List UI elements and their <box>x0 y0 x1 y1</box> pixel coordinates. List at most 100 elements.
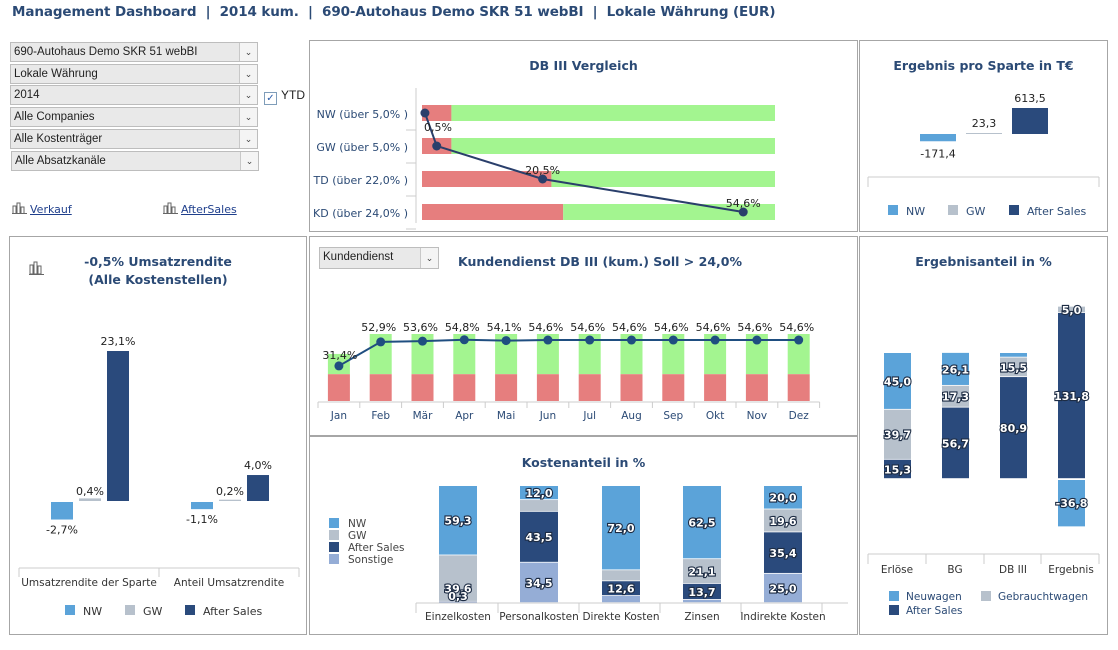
db3-vergleich-panel: DB III Vergleich NW (über 5,0% ) GW (über… <box>309 40 858 232</box>
data-point <box>627 335 636 345</box>
chevron-down-icon[interactable]: ⌄ <box>239 65 257 83</box>
data-label: 56,7 <box>942 437 969 450</box>
data-label: 54,6% <box>612 321 647 334</box>
bar-segment <box>439 555 477 601</box>
data-label: 80,9 <box>1000 422 1027 435</box>
legend-swatch <box>329 542 339 552</box>
data-label: 13,7 <box>688 586 715 599</box>
chevron-down-icon[interactable]: ⌄ <box>239 130 257 148</box>
data-label: 12,6 <box>607 583 634 596</box>
company-select-value: 690-Autohaus Demo SKR 51 webBI <box>14 46 198 58</box>
data-label: -2,7% <box>46 524 78 537</box>
bar-segment <box>520 562 558 603</box>
legend-swatch <box>888 205 898 215</box>
check-icon[interactable]: ✓ <box>264 92 277 105</box>
legend-label: GW <box>348 530 367 542</box>
bar-above-target <box>551 171 775 187</box>
category-label: Apr <box>455 410 474 422</box>
year-select[interactable]: 2014 ⌄ <box>10 85 258 105</box>
bar <box>107 351 129 501</box>
umsatzrendite-panel: -0,5% Umsatzrendite (Alle Kostenstellen)… <box>9 236 307 635</box>
legend-swatch <box>125 605 135 615</box>
category-label: Erlöse <box>881 564 913 576</box>
bar-above-target <box>495 334 518 375</box>
bar-below-target <box>662 374 685 401</box>
currency-select[interactable]: Lokale Währung ⌄ <box>10 64 258 84</box>
category-label: Feb <box>371 410 390 422</box>
legend-label: NW <box>348 518 367 530</box>
bar-below-target <box>536 374 559 401</box>
bar <box>51 502 73 520</box>
data-label: 54,6% <box>528 321 563 334</box>
data-label: 25,0 <box>769 582 796 595</box>
ytd-checkbox[interactable]: ✓ YTD <box>264 88 305 105</box>
data-label: 0,3 <box>448 590 468 603</box>
absatzkanal-select[interactable]: Alle Absatzkanäle ⌄ <box>11 151 259 171</box>
absatzkanal-select-value: Alle Absatzkanäle <box>15 155 106 167</box>
chevron-down-icon[interactable]: ⌄ <box>240 152 258 170</box>
bar-above-target <box>578 334 601 375</box>
data-label: 54,6% <box>696 321 731 334</box>
bar-segment <box>439 602 477 603</box>
category-label: Indirekte Kosten <box>740 611 825 623</box>
bar-below-target <box>411 374 434 401</box>
bar-segment <box>942 352 969 385</box>
data-label: 15,5 <box>1000 361 1027 374</box>
category-label: Direkte Kosten <box>582 611 659 623</box>
data-label: 17,3 <box>942 391 969 404</box>
data-label: 15,3 <box>884 463 911 476</box>
year-select-value: 2014 <box>14 89 40 101</box>
bar-above-target <box>451 105 775 121</box>
bar-chart-icon[interactable] <box>29 261 45 275</box>
aftersales-link[interactable]: AfterSales <box>163 202 237 216</box>
legend-label: NW <box>83 605 102 618</box>
data-label: 0,5% <box>424 121 452 134</box>
data-label: 45,0 <box>884 375 911 388</box>
data-label: 54,6% <box>779 321 814 334</box>
bar-below-target <box>578 374 601 401</box>
bar <box>247 475 269 501</box>
bar-segment <box>1058 480 1085 527</box>
chevron-down-icon[interactable]: ⌄ <box>239 43 257 61</box>
category-label: Mai <box>497 410 515 422</box>
legend-label: After Sales <box>348 542 405 554</box>
bar-below-target <box>787 374 810 401</box>
bar-segment <box>683 486 721 559</box>
kostentraeger-select[interactable]: Alle Kostenträger ⌄ <box>10 129 258 149</box>
aftersales-link-label[interactable]: AfterSales <box>181 203 237 216</box>
bar-above-target <box>620 334 643 375</box>
ergebnis-pro-sparte-panel: Ergebnis pro Sparte in T€ -171,4 23,3 613,… <box>859 40 1108 232</box>
chevron-down-icon[interactable]: ⌄ <box>239 86 257 104</box>
chevron-down-icon[interactable]: ⌄ <box>239 108 257 126</box>
data-label: 54,6% <box>726 197 761 210</box>
legend-label: Sonstige <box>348 554 393 566</box>
bar-segment <box>683 583 721 600</box>
company-select[interactable]: 690-Autohaus Demo SKR 51 webBI ⌄ <box>10 42 258 62</box>
data-label: 20,0 <box>769 492 796 505</box>
sparte-select[interactable]: Kundendienst ⌄ <box>319 247 439 269</box>
verkauf-link-label[interactable]: Verkauf <box>30 203 72 216</box>
data-label: 0,4% <box>76 485 104 498</box>
category-label: BG <box>947 564 962 576</box>
data-label: 43,5 <box>525 531 552 544</box>
data-label: 19,6 <box>769 515 796 528</box>
data-label: 54,6% <box>654 321 689 334</box>
bar-segment <box>764 486 802 509</box>
chart-title: Ergebnisanteil in % <box>915 254 1052 269</box>
verkauf-link[interactable]: Verkauf <box>12 202 72 216</box>
bar-above-target <box>411 334 434 375</box>
series-line <box>338 338 799 367</box>
chevron-down-icon[interactable]: ⌄ <box>420 248 438 268</box>
data-point <box>543 335 553 345</box>
category-label: Zinsen <box>684 611 719 623</box>
legend-swatch <box>889 605 899 615</box>
category-label: GW (über 5,0% ) <box>316 141 408 154</box>
bar-chart-icon <box>12 202 27 214</box>
data-label: 39,7 <box>884 429 911 442</box>
bar <box>1012 108 1048 134</box>
companies-select[interactable]: Alle Companies ⌄ <box>10 107 258 127</box>
data-point <box>585 335 595 345</box>
data-label: 62,5 <box>688 517 715 530</box>
data-label: 59,3 <box>444 515 471 528</box>
category-label: Einzelkosten <box>425 611 491 623</box>
